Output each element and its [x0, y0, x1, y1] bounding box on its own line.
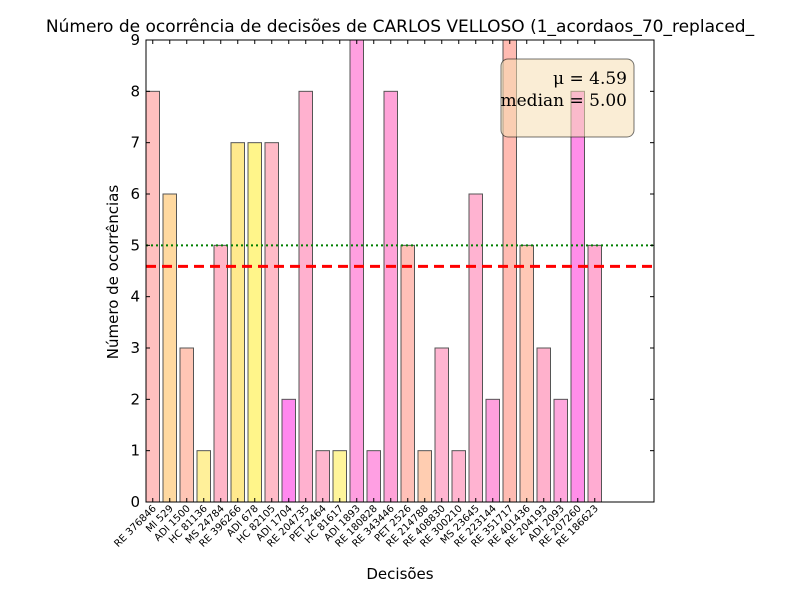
y-tick-label: 0 — [130, 493, 140, 511]
bar — [485, 398, 500, 503]
y-tick-label: 7 — [130, 134, 140, 152]
bar — [332, 450, 347, 503]
y-axis-label: Número de ocorrências — [104, 185, 122, 360]
bar — [400, 244, 415, 503]
bar — [366, 450, 381, 503]
bar — [298, 90, 313, 503]
bar — [213, 244, 228, 503]
chart-title: Número de ocorrência de decisões de CARL… — [46, 17, 755, 37]
median-annotation: median = 5.00 — [501, 91, 628, 111]
bar — [383, 90, 398, 503]
bar — [519, 244, 534, 503]
bar — [264, 142, 279, 503]
bar — [196, 450, 211, 503]
y-tick-label: 4 — [130, 288, 140, 306]
bar — [434, 347, 449, 503]
bar — [247, 142, 262, 503]
bar — [230, 142, 245, 503]
bar — [468, 193, 483, 503]
mean-annotation: μ = 4.59 — [553, 69, 627, 89]
x-axis-label: Decisões — [366, 565, 433, 583]
y-tick-label: 2 — [130, 390, 140, 408]
y-tick-label: 8 — [130, 82, 140, 100]
y-tick-label: 9 — [130, 31, 140, 49]
bar — [553, 398, 568, 503]
bar — [162, 193, 177, 503]
bar — [587, 244, 602, 503]
y-tick-label: 6 — [130, 185, 140, 203]
bar — [281, 398, 296, 503]
y-tick-label: 5 — [130, 236, 140, 254]
bar — [570, 90, 585, 503]
bar — [349, 39, 364, 503]
y-tick-label: 3 — [130, 339, 140, 357]
y-tick-label: 1 — [130, 442, 140, 460]
bar — [451, 450, 466, 503]
bar — [179, 347, 194, 503]
plot-frame — [145, 39, 655, 503]
stats-annotation-box — [500, 58, 635, 138]
stats-annotation: μ = 4.59 median = 5.00 — [500, 58, 635, 138]
bar — [315, 450, 330, 503]
bar — [536, 347, 551, 503]
bar — [417, 450, 432, 503]
